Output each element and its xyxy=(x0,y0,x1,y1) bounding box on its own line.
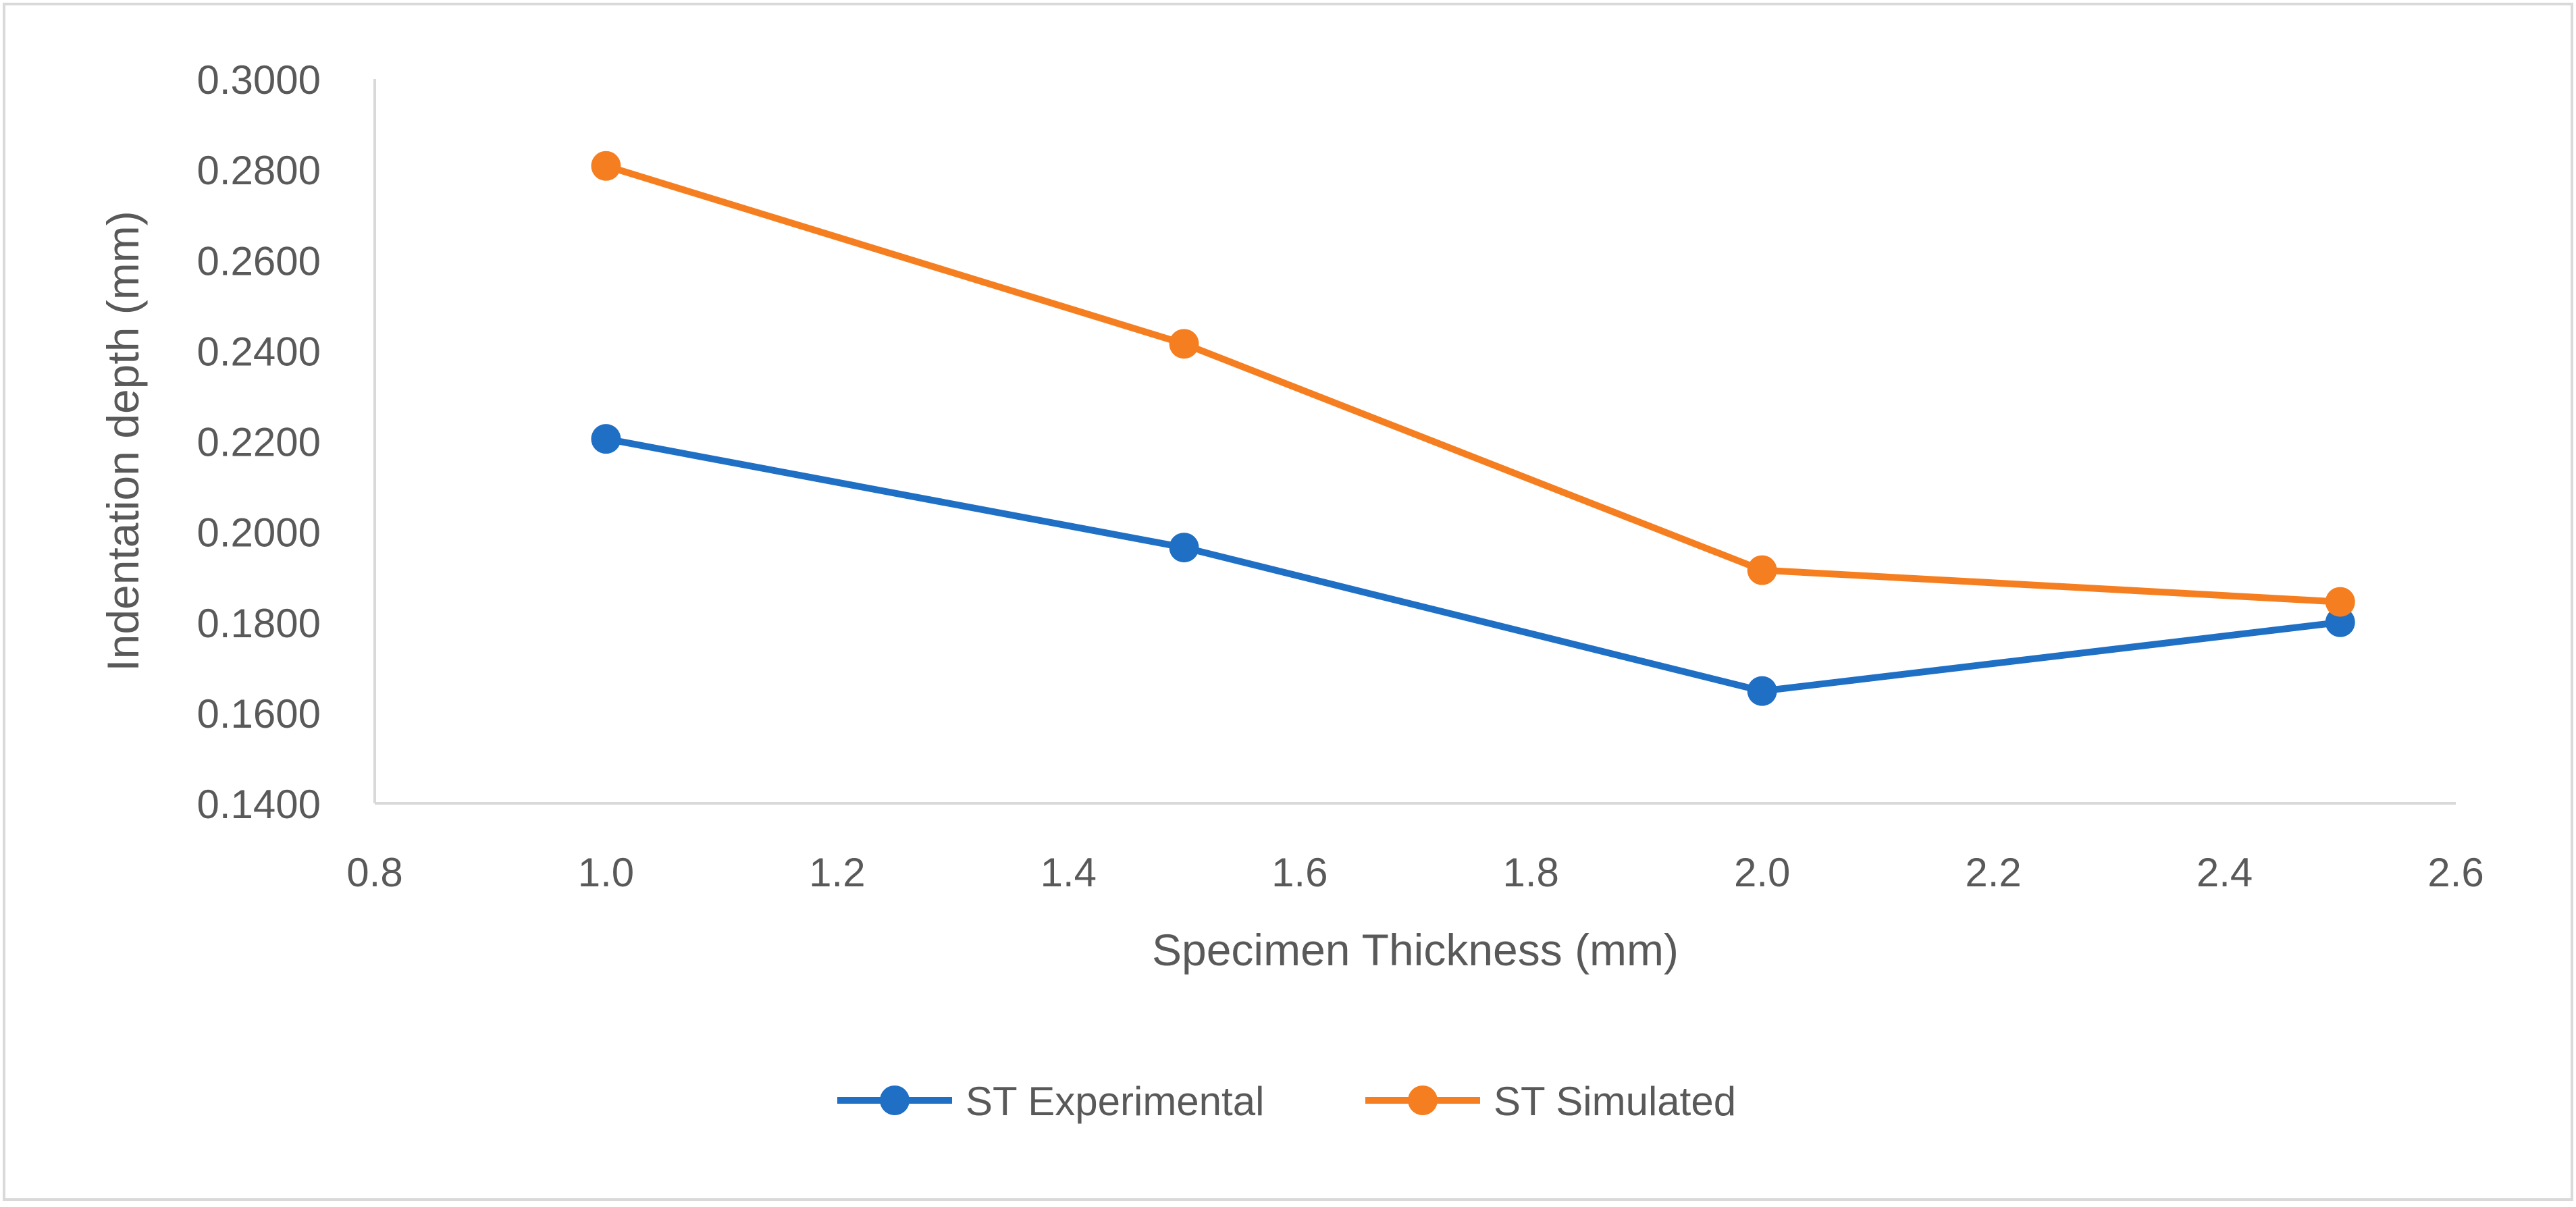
y-tick-label: 0.2800 xyxy=(196,148,321,193)
x-tick-label: 2.0 xyxy=(1734,850,1790,895)
x-tick-label: 2.2 xyxy=(1965,850,2021,895)
x-tick-label: 1.4 xyxy=(1041,850,1097,895)
x-tick-labels: 0.8 1.0 1.2 1.4 1.6 1.8 2.0 2.2 2.4 2.6 xyxy=(346,850,2483,895)
legend-marker-1 xyxy=(880,1085,910,1115)
series-layer xyxy=(591,151,2355,706)
series-line-1 xyxy=(605,435,2341,695)
y-tick-label: 0.1400 xyxy=(196,782,321,827)
legend-label-2: ST Simulated xyxy=(1494,1079,1736,1124)
legend-label-1: ST Experimental xyxy=(966,1079,1264,1124)
data-point-series-2 xyxy=(1169,329,1199,359)
y-axis-label: Indentation depth (mm) xyxy=(98,211,148,671)
y-tick-label: 0.2200 xyxy=(196,420,321,465)
y-tick-label: 0.2000 xyxy=(196,510,321,556)
data-point-series-1 xyxy=(1169,533,1199,563)
data-point-series-2 xyxy=(1747,555,1777,585)
x-tick-label: 1.8 xyxy=(1503,850,1559,895)
data-point-series-2 xyxy=(2325,587,2355,617)
x-tick-label: 2.6 xyxy=(2427,850,2483,895)
y-tick-labels: 0.1400 0.1600 0.1800 0.2000 0.2200 0.2400 0.26… xyxy=(196,57,321,827)
x-tick-label: 2.4 xyxy=(2197,850,2253,895)
data-point-series-2 xyxy=(591,151,621,181)
data-point-series-1 xyxy=(591,424,621,454)
series-line-2 xyxy=(604,163,2341,606)
x-tick-label: 0.8 xyxy=(346,850,402,895)
chart-border xyxy=(3,3,2573,1201)
legend-marker-2 xyxy=(1408,1085,1438,1115)
y-tick-label: 0.1800 xyxy=(196,601,321,646)
data-point-series-1 xyxy=(1747,676,1777,706)
x-tick-label: 1.0 xyxy=(578,850,634,895)
x-tick-label: 1.6 xyxy=(1271,850,1328,895)
x-axis-label: Specimen Thickness (mm) xyxy=(1152,925,1679,975)
legend: ST Experimental ST Simulated xyxy=(837,1079,1736,1124)
data-point-series-1 xyxy=(2325,607,2355,637)
y-tick-label: 0.1600 xyxy=(196,691,321,736)
y-tick-label: 0.2400 xyxy=(196,329,321,374)
y-tick-label: 0.3000 xyxy=(196,57,321,103)
x-tick-label: 1.2 xyxy=(809,850,865,895)
y-tick-label: 0.2600 xyxy=(196,238,321,284)
